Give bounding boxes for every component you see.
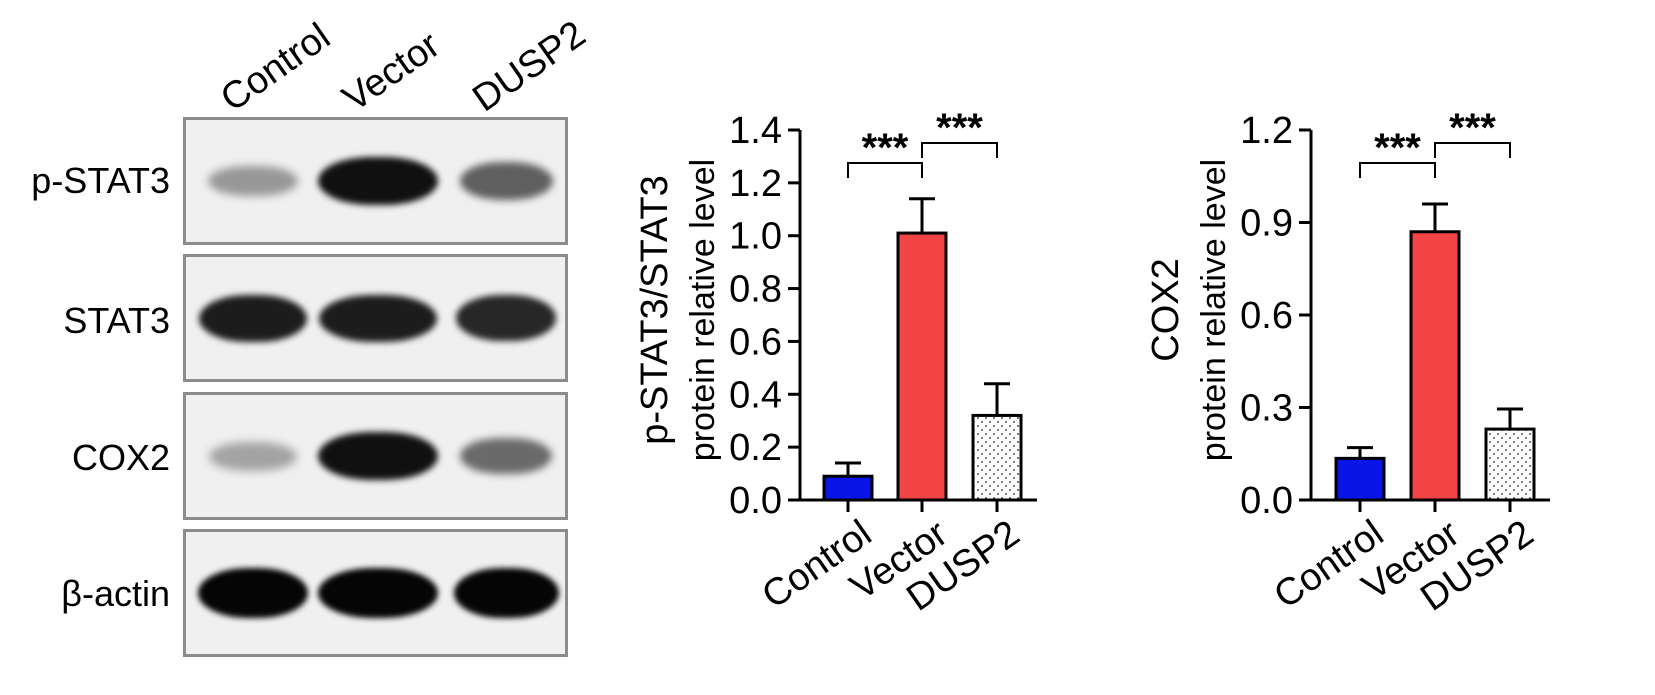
blot-band	[318, 156, 438, 206]
significance-label: ***	[1374, 126, 1421, 170]
blot-band	[318, 431, 438, 481]
y-axis-label: p-STAT3/STAT3	[634, 175, 676, 445]
blot-band	[208, 165, 298, 197]
y-tick-label: 0.9	[1240, 203, 1293, 245]
chart-1: 0.0 0.2 0.4 0.6 0.8 1.0 1.2 1.4 p-STAT3/STAT3 pro…	[634, 106, 1037, 620]
x-tick-label: Vector	[843, 512, 956, 608]
y-axis-label: COX2	[1145, 258, 1187, 361]
x-tick-label: Vector	[1355, 512, 1468, 608]
bar-dusp2	[1484, 427, 1536, 502]
y-tick-label: 0.0	[729, 480, 782, 522]
blot-band	[319, 294, 437, 342]
blot-strip	[183, 392, 568, 520]
x-tick-label: Control	[1267, 512, 1391, 617]
blot-band	[199, 294, 307, 342]
chart-2: 0.0 0.3 0.6 0.9 1.2 COX2 protein relative leve…	[1145, 106, 1550, 620]
y-tick-label: 1.4	[729, 110, 782, 152]
blot-band	[453, 568, 559, 618]
blot-band	[455, 295, 557, 341]
row-label-beta-actin: β-actin	[61, 573, 170, 614]
blot-band	[197, 568, 309, 618]
row-label-stat3: STAT3	[63, 300, 170, 341]
y-tick-label: 0.2	[729, 427, 782, 469]
x-tick-label: DUSP2	[1413, 512, 1541, 619]
y-tick-label: 0.4	[729, 374, 782, 416]
y-tick-label: 0.6	[1240, 295, 1293, 337]
lane-label-dusp2: DUSP2	[465, 13, 594, 121]
blot-strip	[183, 254, 568, 382]
blot-band	[208, 441, 298, 471]
y-tick-label: 0.3	[1240, 388, 1293, 430]
row-label-cox2: COX2	[71, 437, 170, 478]
significance-bracket	[921, 142, 998, 158]
lane-label-control: Control	[213, 15, 338, 121]
y-tick-label: 1.2	[729, 163, 782, 205]
y-axis-label: protein relative level	[1195, 159, 1233, 461]
y-tick-label: 0.8	[729, 269, 782, 311]
lane-label-vector: Vector	[335, 23, 448, 121]
significance-bracket	[1434, 142, 1511, 158]
bar-control	[1334, 456, 1386, 502]
blot-band	[460, 437, 552, 475]
y-tick-label: 0.6	[729, 321, 782, 363]
row-label-p-stat3: p-STAT3	[31, 160, 170, 201]
significance-label: ***	[862, 126, 909, 170]
significance-bracket	[847, 162, 923, 178]
y-tick-label: 1.2	[1240, 110, 1293, 152]
significance-label: ***	[1449, 106, 1496, 150]
blot-strip	[183, 529, 568, 657]
bar-vector	[896, 231, 948, 502]
y-axis-label: protein relative level	[684, 159, 722, 461]
y-tick-label: 1.0	[729, 216, 782, 258]
bar-dusp2	[971, 413, 1023, 502]
significance-label: ***	[936, 106, 983, 150]
blot-band	[459, 162, 553, 200]
x-tick-label: Control	[755, 512, 879, 617]
significance-bracket	[1359, 162, 1436, 178]
bar-control	[822, 474, 874, 502]
x-tick-label: DUSP2	[899, 512, 1027, 619]
blot-band	[317, 568, 439, 618]
bar-vector	[1409, 230, 1461, 502]
y-tick-label: 0.0	[1240, 480, 1293, 522]
blot-strip	[183, 117, 568, 245]
